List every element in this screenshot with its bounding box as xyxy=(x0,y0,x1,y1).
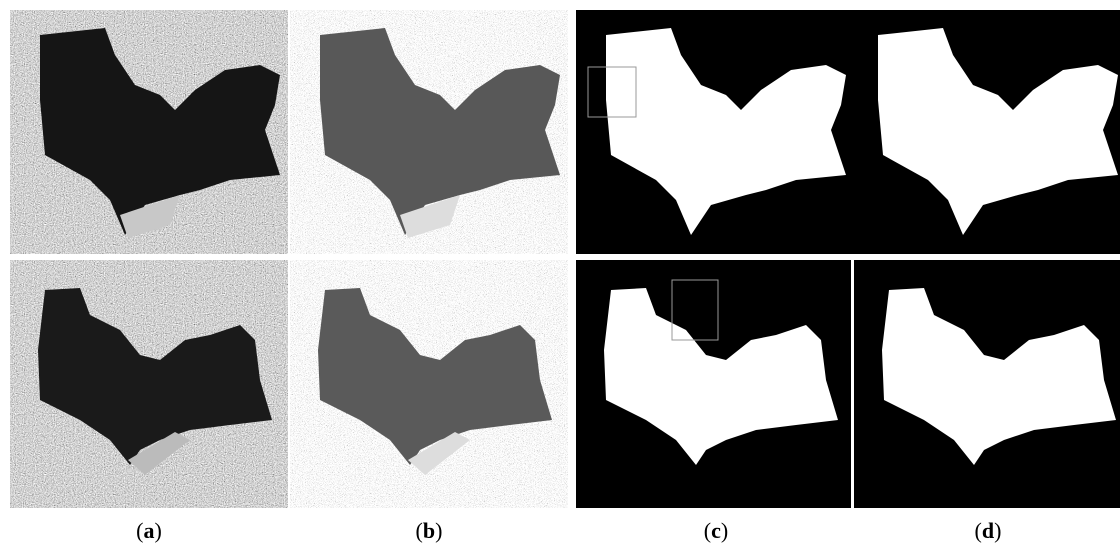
label-open: ( xyxy=(416,518,423,543)
panel-c-bottom xyxy=(576,260,851,508)
label-close: ) xyxy=(994,518,1001,543)
label-letter: d xyxy=(982,518,994,543)
label-close: ) xyxy=(155,518,162,543)
label-close: ) xyxy=(435,518,442,543)
label-open: ( xyxy=(704,518,711,543)
label-open: ( xyxy=(975,518,982,543)
panel-label: (a) xyxy=(136,518,162,543)
label-letter: b xyxy=(423,518,435,543)
panel-label: (d) xyxy=(975,518,1002,543)
label-open: ( xyxy=(136,518,143,543)
panel-label: (c) xyxy=(704,518,728,543)
panel-a-bottom xyxy=(10,260,288,508)
panel-a-top xyxy=(10,10,288,254)
panel-d-bottom xyxy=(854,260,1120,508)
label-letter: c xyxy=(711,518,721,543)
panel-label: (b) xyxy=(416,518,443,543)
label-close: ) xyxy=(721,518,728,543)
panel-c-top xyxy=(576,10,1120,254)
panel-labels: (a)(b)(c)(d) xyxy=(136,518,1001,543)
panel-b-bottom xyxy=(290,260,568,508)
panel-b-top xyxy=(290,10,568,254)
figure: (a)(b)(c)(d) xyxy=(0,0,1120,550)
label-letter: a xyxy=(144,518,155,543)
